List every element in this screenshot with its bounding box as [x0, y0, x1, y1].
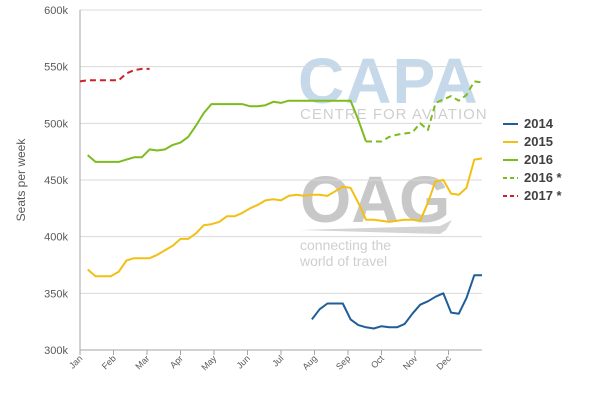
x-tick-label: Dec: [435, 353, 454, 372]
x-tick-label: Jun: [235, 353, 252, 370]
y-tick-label: 450k: [44, 175, 68, 187]
x-tick-label: Aug: [301, 353, 319, 371]
legend-label: 2014: [524, 116, 554, 131]
x-tick-label: Sep: [334, 353, 352, 371]
y-tick-label: 550k: [44, 62, 68, 74]
y-tick-label: 350k: [44, 288, 68, 300]
x-tick-label: Feb: [100, 353, 118, 371]
legend-label: 2017 *: [524, 188, 563, 203]
series-line: [366, 80, 483, 143]
x-tick-label: Apr: [168, 353, 185, 370]
series-line: [79, 67, 150, 83]
x-tick-label: Nov: [401, 353, 420, 372]
oag-tagline-2: world of travel: [299, 253, 387, 269]
capa-subtitle: CENTRE FOR AVIATION: [300, 106, 488, 123]
watermark: CAPA CENTRE FOR AVIATION OAG connecting …: [298, 45, 488, 269]
capa-logo: CAPA: [298, 45, 479, 117]
y-tick-label: 600k: [44, 5, 68, 17]
series-line: [87, 99, 367, 163]
legend-label: 2016 *: [524, 170, 563, 185]
y-tick-label: 500k: [44, 118, 68, 130]
y-axis-title: Seats per week: [14, 138, 28, 222]
y-tick-label: 300k: [44, 345, 68, 357]
x-tick-label: Jul: [270, 353, 285, 368]
x-tick-label: Jan: [67, 353, 84, 370]
oag-tagline-1: connecting the: [300, 237, 391, 253]
legend: 2014 2015 2016 2016 * 2017 *: [503, 116, 563, 203]
x-tick-label: May: [199, 353, 218, 372]
series-lines: [79, 67, 483, 330]
series-line: [87, 157, 483, 278]
oag-swoosh-icon: [300, 220, 452, 234]
legend-label: 2015: [524, 134, 553, 149]
series-line: [311, 274, 482, 330]
y-tick-label: 400k: [44, 232, 68, 244]
x-tick-label: Mar: [133, 353, 151, 371]
oag-logo: OAG: [300, 162, 450, 236]
y-axis-ticks: 300k 350k 400k 450k 500k 550k 600k: [44, 5, 68, 357]
legend-label: 2016: [524, 152, 553, 167]
x-tick-label: Oct: [369, 353, 386, 370]
